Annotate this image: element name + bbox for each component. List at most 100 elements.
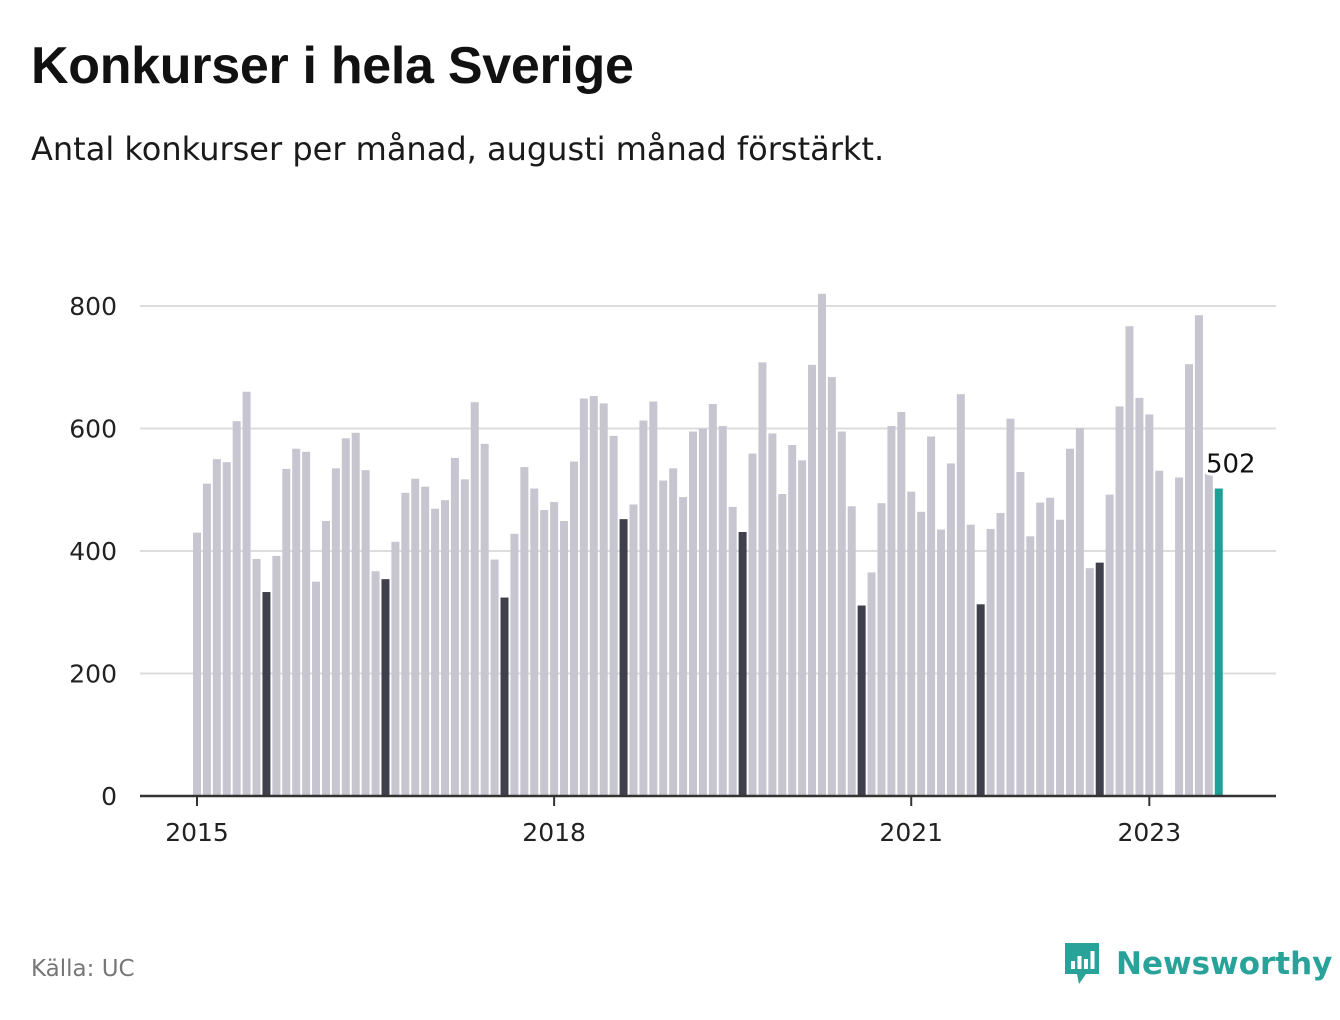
- bar: [599, 403, 608, 796]
- bar: [1175, 477, 1184, 796]
- chart-title: Konkurser i hela Sverige: [31, 37, 634, 95]
- bar: [698, 428, 707, 796]
- bar: [1056, 519, 1065, 796]
- bar: [441, 500, 449, 796]
- bar: [1115, 406, 1124, 796]
- bar: [907, 491, 916, 796]
- bar: [579, 398, 588, 796]
- bar: [460, 479, 469, 796]
- bar: [679, 497, 688, 796]
- bar: [510, 533, 519, 796]
- bar: [193, 532, 201, 797]
- bar: [827, 377, 836, 796]
- bar: [450, 457, 459, 796]
- source-note: Källa: UC: [31, 956, 135, 982]
- bar: [302, 451, 311, 796]
- bar: [490, 559, 499, 796]
- chart-subtitle: Antal konkurser per månad, augusti månad…: [31, 130, 885, 168]
- bar: [718, 426, 727, 796]
- bar: [1125, 326, 1134, 796]
- bar: [758, 362, 767, 796]
- bar: [1026, 536, 1035, 796]
- bar: [371, 571, 380, 796]
- bar: [649, 401, 658, 796]
- bar: [520, 467, 529, 796]
- bar-august: [738, 532, 747, 796]
- x-axis-ticks: 2015 2018 2021 2023: [165, 796, 1181, 847]
- bar: [361, 470, 370, 796]
- bar: [927, 436, 936, 796]
- value-labels: 502: [1203, 447, 1259, 483]
- bar: [798, 460, 807, 796]
- bar: [877, 503, 886, 796]
- bar: [421, 486, 430, 796]
- bar: [232, 421, 241, 796]
- bar: [917, 511, 926, 796]
- bar: [1046, 497, 1055, 796]
- bar: [1194, 315, 1203, 796]
- newsworthy-logo-icon: [1065, 943, 1099, 984]
- bar: [986, 528, 995, 796]
- bar: [272, 555, 281, 796]
- bar: [609, 435, 618, 796]
- bar-august: [500, 597, 509, 796]
- brand-name: Newsworthy: [1116, 946, 1333, 982]
- bar: [242, 391, 251, 796]
- bar: [788, 445, 797, 796]
- bar: [1075, 427, 1084, 796]
- bar: [560, 520, 569, 796]
- grid-lines: [140, 305, 1276, 675]
- bar: [550, 502, 559, 796]
- bar: [202, 483, 211, 797]
- bar: [1105, 494, 1114, 796]
- bar: [252, 558, 261, 796]
- bar: [589, 396, 598, 796]
- bar: [411, 478, 420, 796]
- bar: [778, 494, 787, 796]
- bar-chart: 0 200 400 600 800 2015 2018 2021 2023 502: [69, 292, 1276, 847]
- bar: [321, 520, 330, 796]
- bar: [1135, 397, 1144, 797]
- bar: [480, 443, 489, 796]
- bar-august: [262, 592, 271, 796]
- x-tick-label: 2018: [522, 818, 586, 847]
- bar: [1145, 414, 1154, 796]
- x-tick-label: 2015: [165, 818, 229, 847]
- bar: [1036, 502, 1045, 796]
- bar: [946, 463, 955, 796]
- bar: [689, 431, 697, 796]
- newsworthy-brand[interactable]: Newsworthy: [1062, 940, 1332, 988]
- bar: [956, 394, 965, 796]
- bar: [331, 468, 340, 796]
- y-tick-label: 400: [69, 537, 117, 566]
- bar-august: [857, 605, 866, 796]
- bar: [530, 488, 539, 796]
- bar: [867, 572, 876, 796]
- bar: [1204, 473, 1213, 796]
- bar: [470, 402, 479, 796]
- bar: [1006, 418, 1015, 796]
- bar: [1185, 364, 1193, 796]
- y-tick-label: 0: [101, 782, 117, 811]
- bar: [897, 411, 906, 796]
- bar: [659, 480, 668, 796]
- bars: [193, 293, 1223, 797]
- bar: [748, 453, 757, 796]
- bar: [966, 524, 975, 796]
- bar: [569, 461, 578, 796]
- bar-latest: [1214, 488, 1223, 796]
- value-label-latest: 502: [1206, 450, 1256, 480]
- bar: [887, 426, 896, 796]
- bar: [937, 529, 945, 796]
- bar: [708, 404, 717, 796]
- x-tick-label: 2021: [879, 818, 943, 847]
- bar: [401, 492, 410, 796]
- bar: [996, 513, 1005, 796]
- bar: [540, 509, 549, 796]
- bar: [768, 433, 777, 796]
- y-tick-label: 600: [69, 415, 117, 444]
- bar-august: [381, 579, 390, 796]
- bar: [639, 420, 648, 796]
- bar: [837, 431, 846, 796]
- y-tick-label: 200: [69, 660, 117, 689]
